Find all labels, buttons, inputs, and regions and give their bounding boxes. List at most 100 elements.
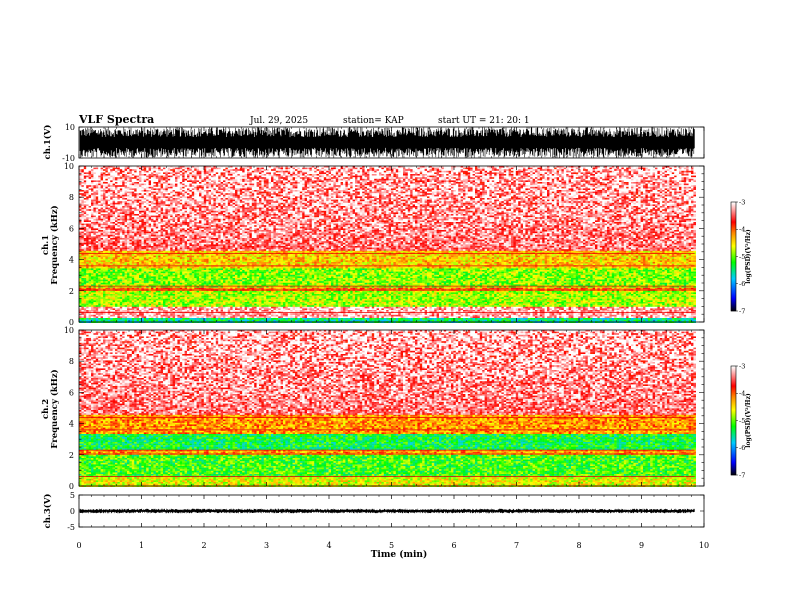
spectrogram-cell	[182, 171, 185, 173]
spectrogram-cell	[372, 171, 375, 173]
spectrogram-cell	[648, 168, 651, 170]
spectrogram-cell	[283, 171, 286, 173]
spectrogram-cell	[432, 171, 435, 173]
spectrogram-cell	[242, 171, 245, 173]
spectrogram-cell	[377, 171, 380, 173]
spectrogram-cell	[513, 168, 516, 170]
spectrogram-cell	[405, 168, 408, 170]
spectrogram-cell	[672, 168, 675, 170]
spectrogram-cell	[89, 171, 92, 173]
spectrogram-cell	[293, 169, 296, 171]
spectrogram-cell	[619, 168, 622, 170]
spectrogram-cell	[691, 169, 694, 171]
spectrogram-cell	[369, 169, 372, 171]
spectrogram-cell	[211, 168, 214, 170]
spectrogram-cell	[158, 168, 161, 170]
spectrogram-cell	[249, 171, 252, 173]
spectrogram-cell	[264, 169, 267, 171]
spectrogram-cell	[276, 169, 279, 171]
spectrogram-cell	[199, 171, 202, 173]
spectrogram-cell	[360, 168, 363, 170]
spectrogram-cell	[633, 168, 636, 170]
spectrogram-cell	[461, 169, 464, 171]
spectrogram-cell	[617, 168, 620, 170]
spectrogram-cell	[127, 169, 130, 171]
spectrogram-cell	[427, 171, 430, 173]
spectrogram-cell	[233, 169, 236, 171]
spectrogram-cell	[408, 169, 411, 171]
spectrogram-cell	[276, 168, 279, 170]
spectrogram-cell	[278, 169, 281, 171]
spectrogram-cell	[669, 169, 672, 171]
spectrogram-cell	[132, 171, 135, 173]
spectrogram-cell	[98, 171, 101, 173]
spectrogram-cell	[674, 169, 677, 171]
spectrogram-cell	[357, 168, 360, 170]
spectrogram-cell	[115, 169, 118, 171]
spectrogram-cell	[386, 169, 389, 171]
spectrogram-cell	[458, 169, 461, 171]
spectrogram-cell	[317, 171, 320, 173]
spectrogram-cell	[161, 168, 164, 170]
spectrogram-cell	[199, 169, 202, 171]
spectrogram-cell	[362, 168, 365, 170]
spectrogram-cell	[161, 171, 164, 173]
spectrogram-cell	[309, 168, 312, 170]
spectrogram-cell	[293, 168, 296, 170]
spectrogram-cell	[693, 169, 696, 171]
spectrogram-cell	[134, 169, 137, 171]
spectrogram-cell	[182, 169, 185, 171]
spectrogram-cell	[237, 168, 240, 170]
spectrogram-cell	[602, 168, 605, 170]
spectrogram-cell	[600, 169, 603, 171]
spectrogram-cell	[261, 168, 264, 170]
spectrogram-cell	[405, 171, 408, 173]
spectrogram-cell	[252, 169, 255, 171]
spectrogram-cell	[451, 169, 454, 171]
spectrogram-cell	[593, 169, 596, 171]
spectrogram-cell	[353, 171, 356, 173]
spectrogram-cell	[113, 168, 116, 170]
spectrogram-cell	[120, 168, 123, 170]
spectrogram-cell	[115, 171, 118, 173]
spectrogram-cell	[103, 171, 106, 173]
spectrogram-cell	[281, 168, 284, 170]
spectrogram-cell	[461, 171, 464, 173]
spectrogram-cell	[355, 169, 358, 171]
spectrogram-cell	[151, 168, 154, 170]
spectrogram-cell	[146, 171, 149, 173]
spectrogram-cell	[583, 169, 586, 171]
spectrogram-cell	[266, 171, 269, 173]
spectrogram-cell	[242, 168, 245, 170]
spectrogram-cell	[259, 168, 262, 170]
spectrogram-cell	[206, 171, 209, 173]
spectrogram-cell	[665, 168, 668, 170]
spectrogram-cell	[197, 171, 200, 173]
spectrogram-cell	[288, 169, 291, 171]
spectrogram-cell	[264, 168, 267, 170]
spectrogram-cell	[345, 169, 348, 171]
spectrogram-cell	[499, 168, 502, 170]
spectrogram-cell	[278, 168, 281, 170]
spectrogram-cell	[374, 171, 377, 173]
spectrogram-cell	[242, 169, 245, 171]
spectrogram-cell	[542, 169, 545, 171]
spectrogram-cell	[381, 171, 384, 173]
spectrogram-cell	[393, 169, 396, 171]
spectrogram-cell	[201, 168, 204, 170]
spectrogram-cell	[134, 168, 137, 170]
spectrogram-cell	[237, 171, 240, 173]
spectrogram-cell	[379, 171, 382, 173]
spectrogram-cell	[285, 169, 288, 171]
spectrogram-cell	[127, 171, 130, 173]
spectrogram-cell	[494, 169, 497, 171]
spectrogram-cell	[321, 169, 324, 171]
spectrogram-cell	[297, 171, 300, 173]
spectrogram-cell	[389, 171, 392, 173]
spectrogram-cell	[451, 168, 454, 170]
spectrogram-cell	[180, 169, 183, 171]
spectrogram-cell	[686, 168, 689, 170]
spectrogram-cell	[129, 171, 132, 173]
spectrogram-cell	[377, 169, 380, 171]
spectrogram-cell	[557, 169, 560, 171]
